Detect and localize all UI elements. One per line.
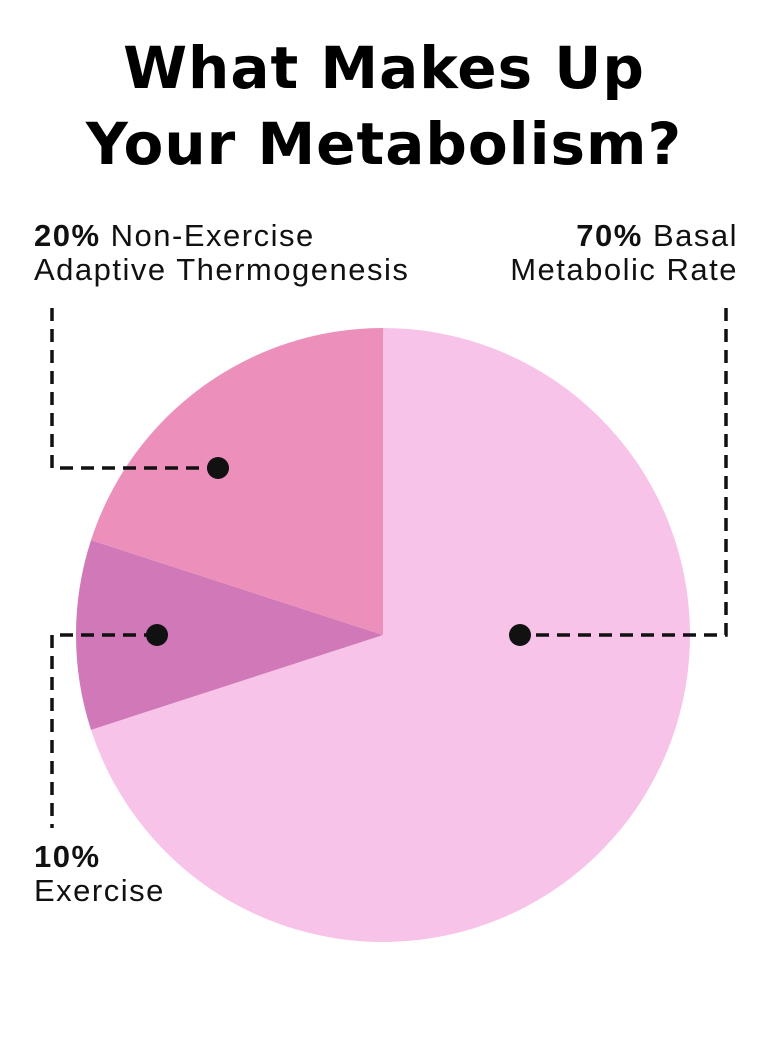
leader-line-nea <box>50 308 218 470</box>
pie-slice-nea <box>91 328 384 635</box>
leader-line-exercise <box>50 633 157 828</box>
leader-line-bmr <box>520 308 728 637</box>
leader-dot-exercise <box>146 624 168 646</box>
label-exercise-text: Exercise <box>34 873 165 908</box>
label-exercise: 10% Exercise <box>34 840 165 908</box>
leader-dot-nea <box>207 457 229 479</box>
leader-dot-bmr <box>509 624 531 646</box>
chart-title-line-2: Your Metabolism? <box>85 110 683 178</box>
chart-title-line-1: What Makes Up <box>123 34 645 102</box>
chart-title: What Makes Up Your Metabolism? <box>0 30 768 182</box>
label-bmr-percent: 70% <box>576 218 643 253</box>
pie-slice-bmr <box>91 328 691 942</box>
label-non-exercise-adaptive-thermogenesis: 20% Non-Exercise Adaptive Thermogenesis <box>34 219 409 287</box>
label-bmr-text-line-2: Metabolic Rate <box>510 252 738 287</box>
label-nea-text-line-2: Adaptive Thermogenesis <box>34 252 410 287</box>
label-nea-text-line-1: Non-Exercise <box>110 218 315 253</box>
label-bmr-text-line-1: Basal <box>652 218 738 253</box>
leader-lines <box>50 308 728 828</box>
pie-slice-exercise <box>75 540 384 730</box>
label-nea-percent: 20% <box>34 218 101 253</box>
label-basal-metabolic-rate: 70% Basal Metabolic Rate <box>490 219 738 287</box>
label-exercise-percent: 10% <box>34 839 101 874</box>
pie-slices <box>75 328 691 942</box>
